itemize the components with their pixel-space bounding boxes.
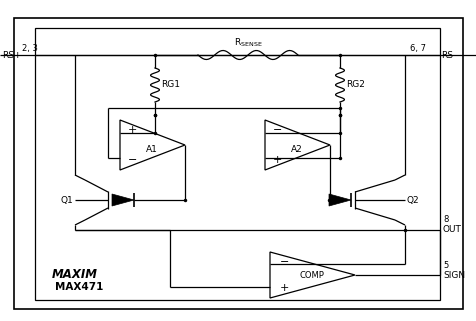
Text: SIGN: SIGN xyxy=(442,271,464,280)
Text: MAXIM: MAXIM xyxy=(52,268,98,282)
Text: COMP: COMP xyxy=(299,271,324,280)
Text: RS-: RS- xyxy=(440,51,455,60)
Text: 5: 5 xyxy=(442,261,447,270)
Text: −: − xyxy=(279,257,289,267)
Text: −: − xyxy=(128,155,137,165)
Text: OUT: OUT xyxy=(442,225,461,235)
Text: 6, 7: 6, 7 xyxy=(409,44,425,53)
Polygon shape xyxy=(112,194,134,206)
Text: +: + xyxy=(279,283,289,293)
Text: +: + xyxy=(272,155,282,165)
Text: A2: A2 xyxy=(290,145,302,154)
Text: A1: A1 xyxy=(146,145,158,154)
Text: R$_{\mathsf{SENSE}}$: R$_{\mathsf{SENSE}}$ xyxy=(233,37,262,49)
Text: Q1: Q1 xyxy=(60,195,73,204)
Text: +: + xyxy=(128,125,137,135)
Text: Q2: Q2 xyxy=(406,195,419,204)
Text: RS+: RS+ xyxy=(2,51,21,60)
Text: RG2: RG2 xyxy=(345,81,364,90)
Text: 2, 3: 2, 3 xyxy=(22,44,38,53)
Text: RG1: RG1 xyxy=(161,81,179,90)
Text: −: − xyxy=(272,125,282,135)
Text: MAX471: MAX471 xyxy=(55,282,103,292)
Polygon shape xyxy=(328,194,350,206)
Bar xyxy=(35,28,439,300)
Text: 8: 8 xyxy=(442,215,447,224)
